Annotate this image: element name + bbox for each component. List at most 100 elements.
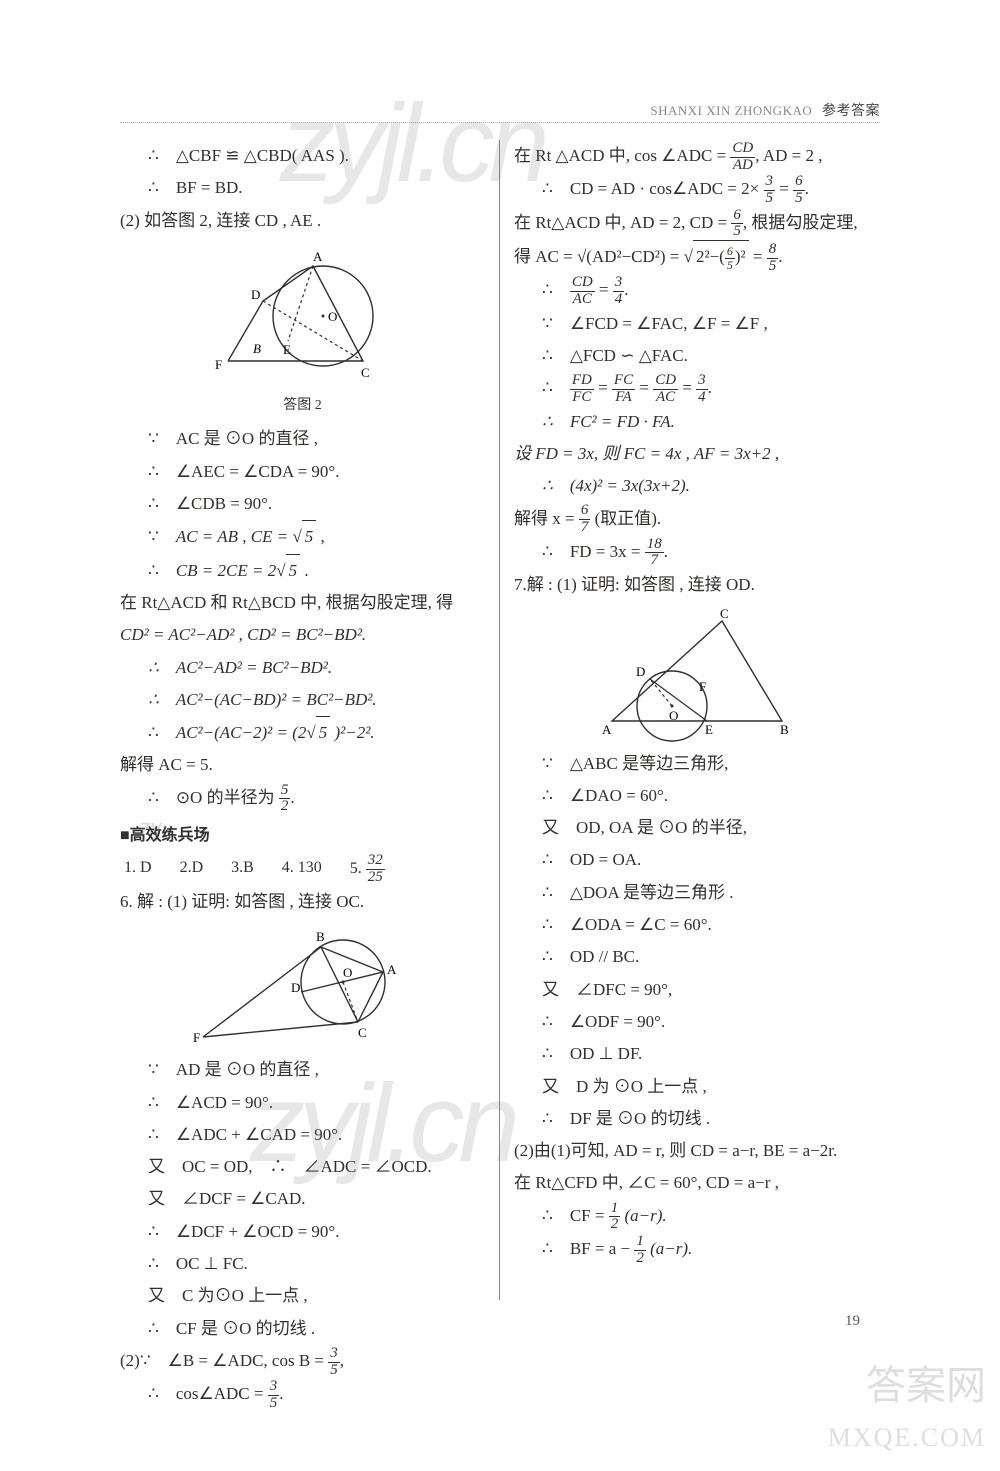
figure-1-caption: 答图 2 <box>120 393 485 420</box>
svg-text:F: F <box>699 679 706 694</box>
text-line: ∴ (4x)² = 3x(3x+2). <box>514 470 879 502</box>
page-number: 19 <box>845 1313 860 1330</box>
text-line: ∴ AC²−(AC−2)² = (2√5 )²−2². <box>120 716 485 749</box>
text-line: ∴ △CBF ≌ △CBD( AAS ). <box>120 140 485 172</box>
text-line: ∴ ∠DAO = 60°. <box>514 780 879 812</box>
text-line: ∴ CF 是 ⊙O 的切线 . <box>120 1313 485 1345</box>
text-line: (2)∵ ∠B = ∠ADC, cos B = 35, <box>120 1345 485 1378</box>
text-line: ∴ OD ⊥ DF. <box>514 1038 879 1070</box>
svg-text:B: B <box>780 722 789 737</box>
text-line: ∴ CF = 12 (a−r). <box>514 1200 879 1233</box>
text-line: ∴ ∠ACD = 90°. <box>120 1087 485 1119</box>
figure-2: F B D A O C <box>193 922 413 1052</box>
svg-text:C: C <box>361 365 370 380</box>
svg-text:O: O <box>328 309 337 324</box>
mc-2: 2.D <box>180 853 204 886</box>
text-line: ∴ △FCD ∽ △FAC. <box>514 340 879 372</box>
text-line: 又 ∠DFC = 90°, <box>514 974 879 1006</box>
svg-text:O: O <box>343 965 352 980</box>
text-line: ∴ FC² = FD · FA. <box>514 406 879 438</box>
mc-3: 3.B <box>231 853 254 886</box>
header-rule <box>120 122 880 123</box>
page-header: SHANXI XIN ZHONGKAO 参考答案 <box>650 100 880 120</box>
svg-text:O: O <box>669 708 678 723</box>
text-line: ∵ △ABC 是等边三角形, <box>514 748 879 780</box>
section-heading: ■高效练兵场 <box>120 821 485 851</box>
mc-5: 5. 3225 <box>350 853 385 886</box>
svg-text:A: A <box>387 962 397 977</box>
svg-text:C: C <box>358 1025 367 1040</box>
svg-text:A: A <box>602 722 612 737</box>
credit-logo: 答案网 <box>866 1353 986 1411</box>
text-line: ∴ ∠CDB = 90°. <box>120 488 485 520</box>
text-line: 在 Rt △ACD 中, cos ∠ADC = CDAD, AD = 2 , <box>514 140 879 173</box>
columns: ∴ △CBF ≌ △CBD( AAS ). ∴ BF = BD. (2) 如答图… <box>120 140 880 1310</box>
text-line: 解得 x = 67 (取正值). <box>514 503 879 536</box>
text-line: 得 AC = √(AD²−CD²) = √2²−(65)² = 85. <box>514 240 879 274</box>
svg-text:D: D <box>291 980 300 995</box>
text-line: ∵ AD 是 ⊙O 的直径 , <box>120 1054 485 1086</box>
svg-text:D: D <box>636 664 645 679</box>
text-line: (2)由(1)可知, AD = r, 则 CD = a−r, BE = a−2r… <box>514 1135 879 1167</box>
mc-answers: 1. D 2.D 3.B 4. 130 5. 3225 <box>120 853 485 886</box>
text-line: 解得 AC = 5. <box>120 749 485 781</box>
text-line: ∵ AC = AB , CE = √5 , <box>120 520 485 553</box>
text-line: ∴ BF = a − 12 (a−r). <box>514 1233 879 1266</box>
text-line: ∴ CD = AD · cos∠ADC = 2× 35 = 65. <box>514 173 879 206</box>
svg-text:E: E <box>705 722 713 737</box>
text-line: 在 Rt△ACD 和 Rt△BCD 中, 根据勾股定理, 得 <box>120 587 485 619</box>
text-line: ∵ AC 是 ⊙O 的直径 , <box>120 423 485 455</box>
svg-text:F: F <box>193 1030 200 1045</box>
text-line: ∴ ∠DCF + ∠OCD = 90°. <box>120 1216 485 1248</box>
text-line: CD² = AC²−AD² , CD² = BC²−BD². <box>120 619 485 651</box>
text-line: 又 C 为⊙O 上一点 , <box>120 1280 485 1312</box>
svg-text:B: B <box>253 341 261 356</box>
mc-1: 1. D <box>124 853 152 886</box>
text-line: 在 Rt△ACD 中, AD = 2, CD = 65, 根据勾股定理, <box>514 207 879 240</box>
text-line: 设 FD = 3x, 则 FC = 4x , AF = 3x+2 , <box>514 438 879 470</box>
header-pinyin: SHANXI XIN ZHONGKAO <box>650 103 812 118</box>
text-line: ∴ FD = 3x = 187. <box>514 536 879 569</box>
text-line: ∴ OD = OA. <box>514 844 879 876</box>
text-line: ∵ ∠FCD = ∠FAC, ∠F = ∠F , <box>514 308 879 340</box>
header-cn: 参考答案 <box>822 104 880 119</box>
text-line: 6. 解 : (1) 证明: 如答图 , 连接 OC. <box>120 886 485 918</box>
text-line: 在 Rt△CFD 中, ∠C = 60°, CD = a−r , <box>514 1167 879 1199</box>
text-line: ∴ cos∠ADC = 35. <box>120 1378 485 1411</box>
text-line: 又 D 为 ⊙O 上一点 , <box>514 1071 879 1103</box>
column-divider <box>499 140 500 1300</box>
text-line: 又 ∠DCF = ∠CAD. <box>120 1183 485 1215</box>
credit-domain: MXQE.COM <box>828 1423 986 1453</box>
text-line: ∴ OC ⊥ FC. <box>120 1248 485 1280</box>
right-column: 在 Rt △ACD 中, cos ∠ADC = CDAD, AD = 2 , ∴… <box>504 140 879 1310</box>
svg-text:A: A <box>313 249 323 264</box>
text-line: 又 OC = OD, ∴ ∠ADC = ∠OCD. <box>120 1151 485 1183</box>
text-line: ∴ CB = 2CE = 2√5 . <box>120 554 485 587</box>
text-line: ∴ CDAC = 34. <box>514 274 879 307</box>
text-line: ∴ OD // BC. <box>514 941 879 973</box>
text-line: ∴ FDFC = FCFA = CDAC = 34. <box>514 372 879 405</box>
text-line: ∴ ⊙O 的半径为 52. <box>120 782 485 815</box>
text-line: ∴ ∠ADC + ∠CAD = 90°. <box>120 1119 485 1151</box>
text-line: ∴ DF 是 ⊙O 的切线 . <box>514 1103 879 1135</box>
svg-text:F: F <box>215 357 222 372</box>
text-line: ∴ ∠ODA = ∠C = 60°. <box>514 909 879 941</box>
page-content: SHANXI XIN ZHONGKAO 参考答案 ∴ △CBF ≌ △CBD( … <box>120 100 880 1350</box>
svg-text:C: C <box>720 606 729 621</box>
svg-text:B: B <box>316 929 325 944</box>
text-line: 又 OD, OA 是 ⊙O 的半径, <box>514 812 879 844</box>
mc-4: 4. 130 <box>282 853 322 886</box>
text-line: 7.解 : (1) 证明: 如答图 , 连接 OD. <box>514 569 879 601</box>
text-line: ∴ AC²−(AC−BD)² = BC²−BD². <box>120 684 485 716</box>
text-line: ∴ AC²−AD² = BC²−BD². <box>120 652 485 684</box>
figure-3: A B C D E O F <box>592 606 802 746</box>
svg-text:E: E <box>283 342 291 357</box>
text-line: ∴ ∠ODF = 90°. <box>514 1006 879 1038</box>
left-column: ∴ △CBF ≌ △CBD( AAS ). ∴ BF = BD. (2) 如答图… <box>120 140 495 1310</box>
text-line: ∴ △DOA 是等边三角形 . <box>514 877 879 909</box>
text-line: (2) 如答图 2, 连接 CD , AE . <box>120 205 485 237</box>
text-line: ∴ ∠AEC = ∠CDA = 90°. <box>120 456 485 488</box>
text-line: ∴ BF = BD. <box>120 172 485 204</box>
figure-1: A D F B E O C <box>213 241 393 391</box>
svg-text:D: D <box>251 287 260 302</box>
